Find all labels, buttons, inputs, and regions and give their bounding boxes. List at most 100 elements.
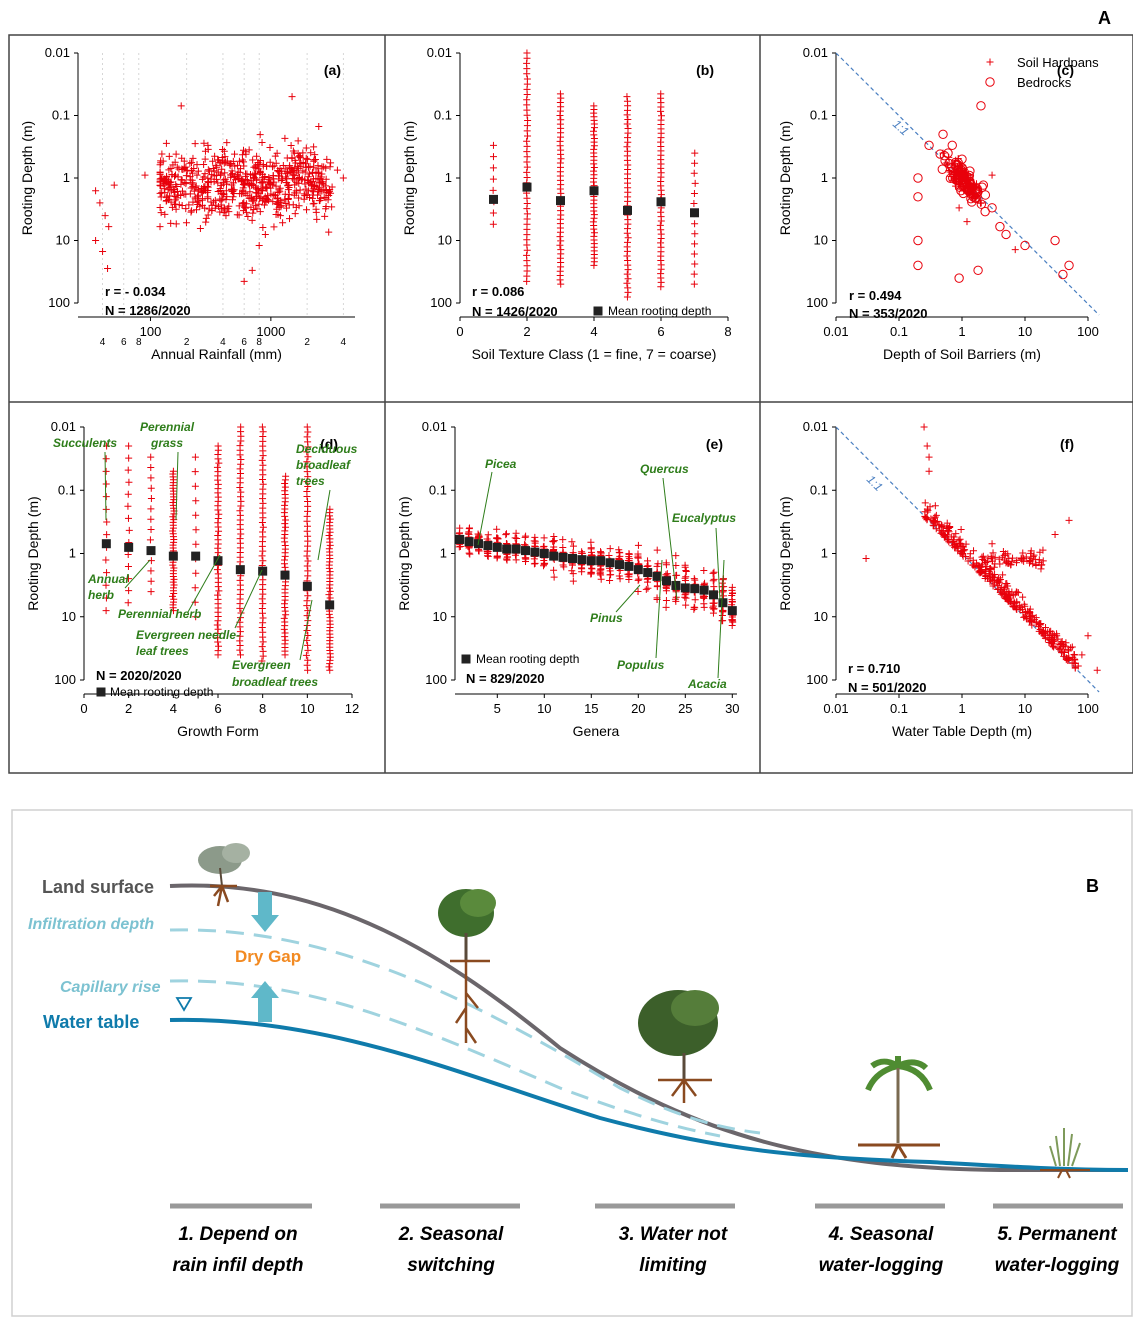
data-point	[173, 194, 181, 202]
label-perennial-grass-1: Perennial	[140, 420, 195, 434]
y-axis-label: Rooting Depth (m)	[401, 121, 417, 235]
mean-marker	[556, 196, 565, 206]
data-point	[653, 582, 661, 590]
x-tick-label: 15	[584, 701, 598, 716]
data-point	[324, 196, 332, 204]
data-point	[102, 480, 110, 488]
data-point-bedrock	[971, 189, 981, 199]
data-point	[323, 155, 331, 163]
data-point	[303, 468, 311, 476]
data-point	[642, 585, 650, 593]
label-populus: Populus	[617, 658, 665, 672]
data-point	[241, 170, 249, 178]
stage-3-line-2: limiting	[639, 1255, 707, 1276]
data-point	[102, 556, 110, 564]
mean-marker	[605, 558, 615, 568]
data-point	[187, 184, 195, 192]
data-point	[569, 570, 577, 578]
data-point	[214, 476, 222, 484]
data-point	[156, 203, 164, 211]
figure-b-diagram: Land surface Infiltration depth Dry Gap …	[11, 809, 1133, 1317]
data-point	[653, 546, 661, 554]
data-point	[938, 522, 946, 530]
y-tick-label: 0.1	[58, 482, 76, 497]
data-point	[1021, 613, 1029, 621]
mean-marker	[709, 590, 718, 600]
data-point	[690, 575, 698, 583]
data-point	[192, 497, 200, 505]
data-point	[296, 186, 304, 194]
data-point	[302, 144, 310, 152]
data-point	[657, 217, 665, 225]
data-point	[931, 513, 939, 521]
scatter-points	[862, 423, 1101, 674]
data-point	[569, 542, 577, 550]
data-point	[147, 567, 155, 575]
data-point	[281, 498, 289, 506]
data-point	[625, 553, 633, 561]
data-point	[282, 611, 290, 619]
data-point	[710, 605, 718, 613]
data-point	[690, 169, 698, 177]
data-point-bedrock	[995, 221, 1005, 232]
data-point	[304, 483, 312, 491]
data-point	[237, 502, 245, 510]
data-point	[208, 206, 216, 214]
data-point	[333, 166, 341, 174]
data-point	[294, 137, 302, 145]
y-tick-label: 0.1	[429, 482, 447, 497]
data-point	[104, 264, 112, 272]
data-point	[590, 142, 598, 150]
x-tick-label: 100	[140, 324, 162, 339]
data-point	[211, 196, 219, 204]
data-point	[320, 193, 328, 201]
data-point	[256, 131, 264, 139]
data-point	[235, 211, 243, 219]
stat-n: N = 1286/2020	[105, 303, 191, 318]
data-point	[157, 193, 165, 201]
data-point-bedrock	[961, 179, 971, 189]
dry-gap-arrow-down	[251, 892, 279, 932]
data-point	[502, 555, 510, 563]
data-point	[192, 569, 200, 577]
x-minor-tick-label: 4	[220, 337, 226, 348]
stage-4-line-2: water-logging	[818, 1255, 944, 1276]
data-point	[256, 156, 264, 164]
data-point	[125, 454, 133, 462]
label-deciduous-1: Deciduous	[296, 442, 358, 456]
data-point	[304, 187, 312, 195]
data-point	[214, 638, 222, 646]
data-point	[606, 576, 614, 584]
data-point	[328, 183, 336, 191]
data-point	[1006, 592, 1014, 600]
panel-letter: (e)	[706, 436, 723, 452]
data-point	[326, 538, 334, 546]
data-point	[691, 230, 699, 238]
data-point	[662, 596, 670, 604]
mean-marker	[586, 556, 596, 566]
data-point	[147, 588, 155, 596]
panel-e: 0.01 0.1 1 10 100 5 10 15 20 25 30 Rooting Depth (m…	[396, 419, 740, 739]
data-point	[276, 184, 284, 192]
x-axis-label: Water Table Depth (m)	[892, 723, 1032, 739]
data-point	[259, 638, 267, 646]
data-point	[125, 478, 133, 486]
data-point	[325, 610, 333, 618]
data-point	[523, 277, 531, 285]
data-point-bedrock	[972, 184, 982, 194]
data-point	[710, 568, 718, 576]
data-point	[209, 157, 217, 165]
data-point	[1084, 632, 1092, 640]
data-point	[220, 176, 228, 184]
data-point	[221, 206, 229, 214]
data-point	[251, 162, 259, 170]
data-point	[1067, 644, 1075, 652]
y-tick-label: 0.1	[52, 108, 70, 123]
panel-b: 0.01 0.1 1 10 100 0 2 4 6 8 Rooting Depth (m) Soil …	[401, 45, 732, 362]
data-point	[996, 575, 1004, 583]
data-point	[964, 557, 972, 565]
mean-marker	[558, 552, 568, 562]
data-point	[237, 437, 245, 445]
data-point	[177, 176, 185, 184]
data-point	[304, 173, 312, 181]
